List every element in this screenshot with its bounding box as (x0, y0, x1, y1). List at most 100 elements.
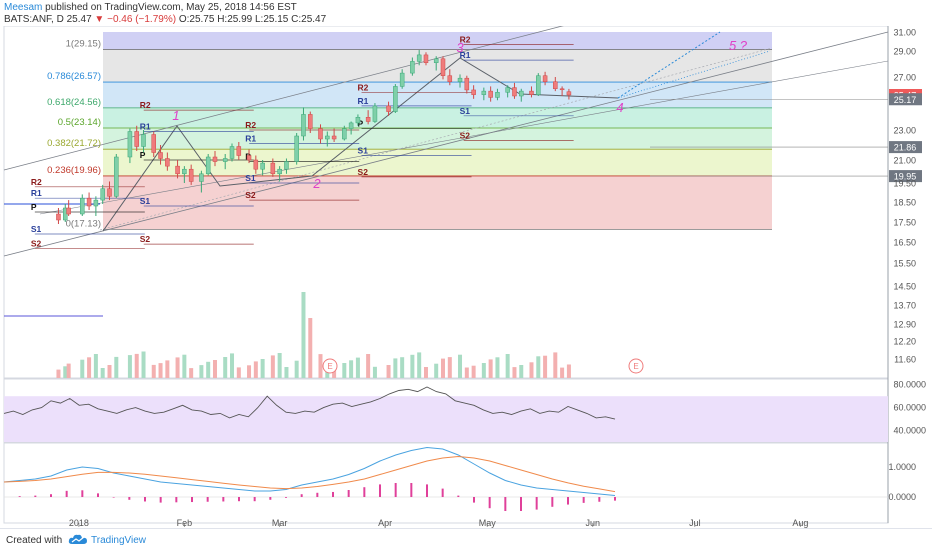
volume-bar (212, 360, 217, 378)
price-change: −0.46 (−1.79%) (107, 14, 177, 25)
pivot-label: R1 (140, 122, 151, 132)
volume-bar (247, 365, 252, 378)
candle-body (505, 87, 510, 93)
candle-body (212, 156, 218, 162)
candle (399, 69, 405, 89)
volume-bar (107, 365, 112, 378)
volume-bar (423, 367, 428, 378)
volume-bar (355, 357, 360, 378)
change-down-icon: ▼ (94, 14, 105, 25)
tradingview-cloud-icon (68, 534, 87, 544)
candle-body (199, 173, 204, 182)
candle-body (175, 165, 180, 175)
time-axis: 2018 Feb Mar Apr May Jun Jul Aug (69, 518, 808, 528)
chart-header: Meesam published on TradingView.com, May… (0, 0, 932, 26)
fib-label: 1(29.15) (66, 39, 101, 50)
candle-body (553, 81, 558, 90)
publish-line: Meesam published on TradingView.com, May… (4, 2, 297, 13)
candle (566, 88, 572, 100)
candle (151, 131, 156, 157)
volume-bar (464, 367, 469, 378)
candle (199, 170, 204, 193)
volume-bar (182, 354, 187, 378)
candle (342, 125, 347, 141)
time-tick: Feb (177, 518, 193, 528)
volume-bar (441, 358, 445, 378)
candle-body (107, 188, 112, 197)
volume-bar (270, 355, 275, 378)
pivot-label: P (358, 119, 364, 129)
candle (519, 88, 524, 102)
candle-body (447, 75, 453, 82)
candle-body (481, 90, 487, 95)
published-text: published on TradingView.com, May 25, 20… (45, 2, 297, 13)
volume-bar (87, 357, 92, 378)
candle (481, 87, 487, 101)
volume-bar (236, 367, 241, 378)
volume-bar (100, 368, 105, 378)
volume-bar (560, 367, 565, 378)
candle-body (222, 158, 228, 162)
candle (134, 125, 139, 151)
price-chart[interactable]: 1(29.15) 0.786(26.57) 0.618(24.56) 0.5(23.1… (0, 26, 932, 528)
rsi-band (4, 396, 888, 442)
volume-bar (458, 354, 463, 378)
candle (393, 84, 398, 113)
candle (182, 166, 187, 183)
author-name[interactable]: Meesam (4, 2, 43, 13)
candle-body (433, 58, 439, 63)
candle (410, 57, 415, 76)
candle (505, 85, 510, 98)
price-tick: 15.50 (893, 259, 916, 269)
candle-body (93, 199, 99, 207)
candle (165, 152, 170, 171)
candle-body (331, 135, 337, 140)
candle-body (86, 197, 92, 207)
price-marker: 25.17 (894, 95, 917, 105)
volume-bar (471, 365, 476, 378)
rsi-tick: 60.0000 (893, 403, 926, 413)
candle-body (386, 105, 391, 112)
price-tick: 21.00 (893, 156, 916, 166)
candle-body (542, 75, 548, 82)
candle (294, 133, 299, 165)
volume-bar (543, 355, 548, 378)
fib-label: 0(17.13) (66, 218, 101, 229)
fib-zone-5 (103, 175, 772, 230)
pivot-label: S2 (460, 131, 471, 141)
candle-body (559, 88, 565, 91)
candle (372, 103, 378, 123)
candle-body (188, 168, 194, 182)
projection-path (617, 31, 721, 99)
candle (464, 75, 470, 94)
candle-body (165, 158, 170, 167)
candle-body (566, 91, 572, 96)
fib-zone-top (103, 32, 772, 50)
candle (365, 110, 371, 125)
volume-bar (318, 354, 323, 378)
price-tick: 14.50 (893, 282, 916, 292)
candle (355, 114, 361, 126)
candle (542, 71, 548, 86)
volume-bar (206, 361, 211, 378)
volume-bar (372, 366, 377, 378)
volume-bar (189, 368, 194, 378)
fibonacci-retracement: 1(29.15) 0.786(26.57) 0.618(24.56) 0.5(23.1… (47, 32, 772, 230)
pivot-label: R1 (245, 134, 256, 144)
candle (253, 155, 259, 174)
volume-bar (260, 359, 265, 378)
macd-tick: 0.0000 (888, 492, 916, 502)
tradingview-brand[interactable]: TradingView (91, 535, 147, 546)
fib-label: 0.786(26.57) (47, 71, 101, 82)
candle-body (536, 75, 541, 95)
candle (512, 82, 517, 99)
volume-bar (488, 359, 493, 378)
volume-bar (165, 360, 170, 378)
wave-label: 5 ? (729, 38, 748, 53)
volume-bar (66, 363, 71, 378)
volume-bar (325, 369, 330, 378)
volume-bar (553, 352, 558, 378)
price-tick: 12.90 (893, 320, 916, 330)
candle (331, 128, 337, 142)
